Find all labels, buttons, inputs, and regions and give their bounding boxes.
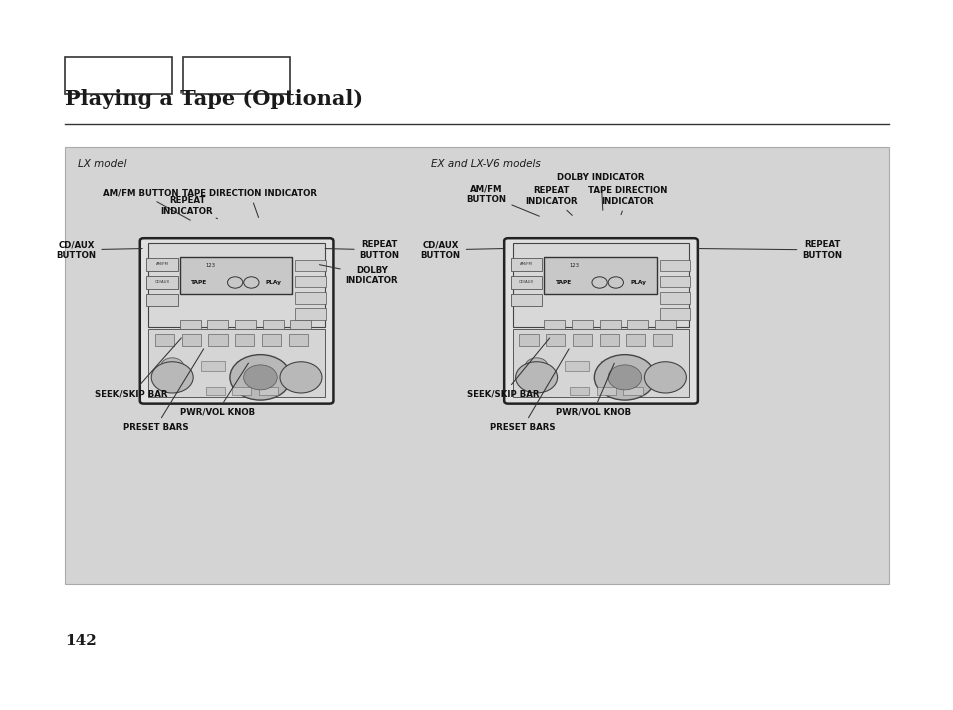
Text: SEEK/SKIP BAR: SEEK/SKIP BAR	[467, 338, 549, 398]
Bar	[659, 275, 689, 287]
Text: SEEK/SKIP BAR: SEEK/SKIP BAR	[95, 338, 181, 398]
Bar	[288, 334, 308, 346]
Bar	[290, 320, 311, 329]
Bar	[512, 243, 688, 327]
Bar	[543, 320, 564, 329]
Bar	[154, 334, 173, 346]
Bar	[625, 334, 644, 346]
Bar	[147, 275, 177, 288]
Bar	[181, 334, 200, 346]
Bar	[258, 386, 278, 395]
Text: REPEAT
BUTTON: REPEAT BUTTON	[697, 240, 841, 260]
Text: REPEAT
INDICATOR: REPEAT INDICATOR	[524, 186, 578, 215]
Text: PRESET BARS: PRESET BARS	[490, 349, 569, 432]
Bar	[511, 294, 541, 307]
Bar	[518, 334, 537, 346]
Text: CD/AUX
BUTTON: CD/AUX BUTTON	[56, 240, 142, 260]
Text: TAPE DIRECTION
INDICATOR: TAPE DIRECTION INDICATOR	[587, 186, 667, 214]
Bar	[572, 334, 591, 346]
Bar	[200, 361, 225, 371]
Circle shape	[243, 365, 277, 390]
Circle shape	[594, 354, 655, 400]
Bar	[208, 320, 229, 329]
Text: TAPE: TAPE	[191, 280, 208, 285]
Bar	[564, 361, 589, 371]
Bar	[65, 57, 172, 94]
Bar	[622, 386, 641, 395]
Bar	[596, 386, 616, 395]
Bar	[654, 320, 675, 329]
Text: DOLBY
INDICATOR: DOLBY INDICATOR	[319, 265, 398, 285]
Circle shape	[607, 365, 641, 390]
Text: Playing a Tape (Optional): Playing a Tape (Optional)	[65, 89, 363, 109]
Bar	[208, 334, 227, 346]
Bar	[295, 259, 326, 271]
Bar	[234, 320, 255, 329]
Text: PLAy: PLAy	[629, 280, 645, 285]
FancyBboxPatch shape	[503, 238, 698, 403]
Bar	[511, 275, 541, 288]
Bar	[149, 329, 324, 397]
Circle shape	[280, 361, 321, 393]
Text: TAPE: TAPE	[555, 280, 572, 285]
Bar	[147, 258, 177, 271]
Bar	[147, 294, 177, 307]
Text: TAPE DIRECTION INDICATOR: TAPE DIRECTION INDICATOR	[182, 189, 317, 217]
Text: CD/AUX: CD/AUX	[154, 280, 170, 284]
Text: REPEAT
BUTTON: REPEAT BUTTON	[325, 240, 399, 260]
Text: AM/FM
BUTTON: AM/FM BUTTON	[466, 185, 538, 217]
Text: PWR/VOL KNOB: PWR/VOL KNOB	[180, 363, 254, 416]
Bar	[511, 258, 541, 271]
Bar	[659, 259, 689, 271]
Bar	[572, 320, 593, 329]
Bar	[543, 257, 656, 294]
Bar	[569, 386, 588, 395]
Bar	[233, 386, 252, 395]
Circle shape	[160, 358, 183, 375]
FancyBboxPatch shape	[139, 238, 334, 403]
Text: 142: 142	[65, 633, 96, 648]
Bar	[659, 292, 689, 304]
Bar	[512, 329, 688, 397]
Bar	[234, 334, 253, 346]
Bar	[626, 320, 648, 329]
Text: PLAy: PLAy	[265, 280, 281, 285]
Bar	[179, 257, 292, 294]
Bar	[261, 334, 281, 346]
Bar	[236, 361, 261, 371]
Bar	[600, 361, 625, 371]
Bar	[183, 57, 290, 94]
Bar	[295, 275, 326, 287]
Circle shape	[644, 361, 685, 393]
Bar	[65, 147, 888, 584]
Circle shape	[524, 358, 547, 375]
Bar	[295, 308, 326, 320]
Text: PRESET BARS: PRESET BARS	[123, 349, 203, 432]
Bar	[598, 334, 618, 346]
Text: 123: 123	[569, 263, 579, 268]
Bar	[149, 243, 324, 327]
Text: EX and LX-V6 models: EX and LX-V6 models	[431, 159, 540, 169]
Bar	[205, 386, 224, 395]
Bar	[659, 308, 689, 320]
Text: DOLBY INDICATOR: DOLBY INDICATOR	[557, 173, 644, 210]
Bar	[545, 334, 564, 346]
Bar	[598, 320, 620, 329]
Text: AM/FM: AM/FM	[155, 263, 169, 266]
Circle shape	[151, 361, 193, 393]
Circle shape	[515, 361, 557, 393]
Circle shape	[230, 354, 291, 400]
Text: CD/AUX: CD/AUX	[518, 280, 534, 284]
Bar	[295, 292, 326, 304]
Text: 123: 123	[205, 263, 215, 268]
Text: AM/FM: AM/FM	[519, 263, 533, 266]
Bar	[652, 334, 671, 346]
Text: LX model: LX model	[78, 159, 127, 169]
Text: CD/AUX
BUTTON: CD/AUX BUTTON	[420, 240, 502, 260]
Bar	[179, 320, 200, 329]
Bar	[263, 320, 284, 329]
Text: PWR/VOL KNOB: PWR/VOL KNOB	[556, 364, 630, 416]
Text: REPEAT
INDICATOR: REPEAT INDICATOR	[160, 196, 217, 219]
Text: AM/FM BUTTON: AM/FM BUTTON	[103, 189, 190, 220]
